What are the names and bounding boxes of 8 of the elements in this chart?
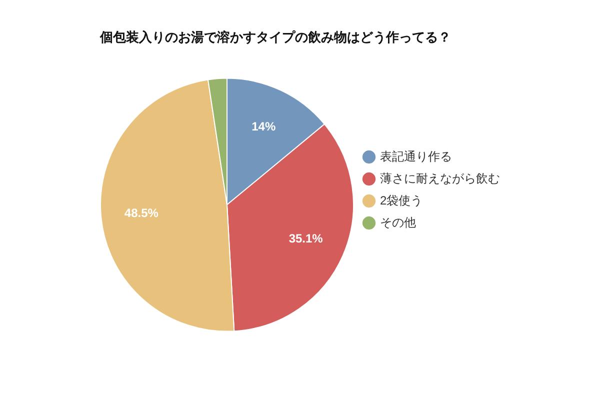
data-label: 14% (252, 119, 276, 134)
data-label: 48.5% (124, 206, 159, 220)
data-label: 35.1% (288, 232, 324, 246)
legend-label: 2袋使う (380, 193, 423, 208)
legend-label: その他 (380, 215, 416, 230)
legend-label: 薄さに耐えながら飲む (380, 171, 500, 186)
legend-label: 表記通り作る (380, 149, 452, 164)
chart-title: 個包装入りのお湯で溶かすタイプの飲み物はどう作ってる？ (99, 29, 451, 44)
